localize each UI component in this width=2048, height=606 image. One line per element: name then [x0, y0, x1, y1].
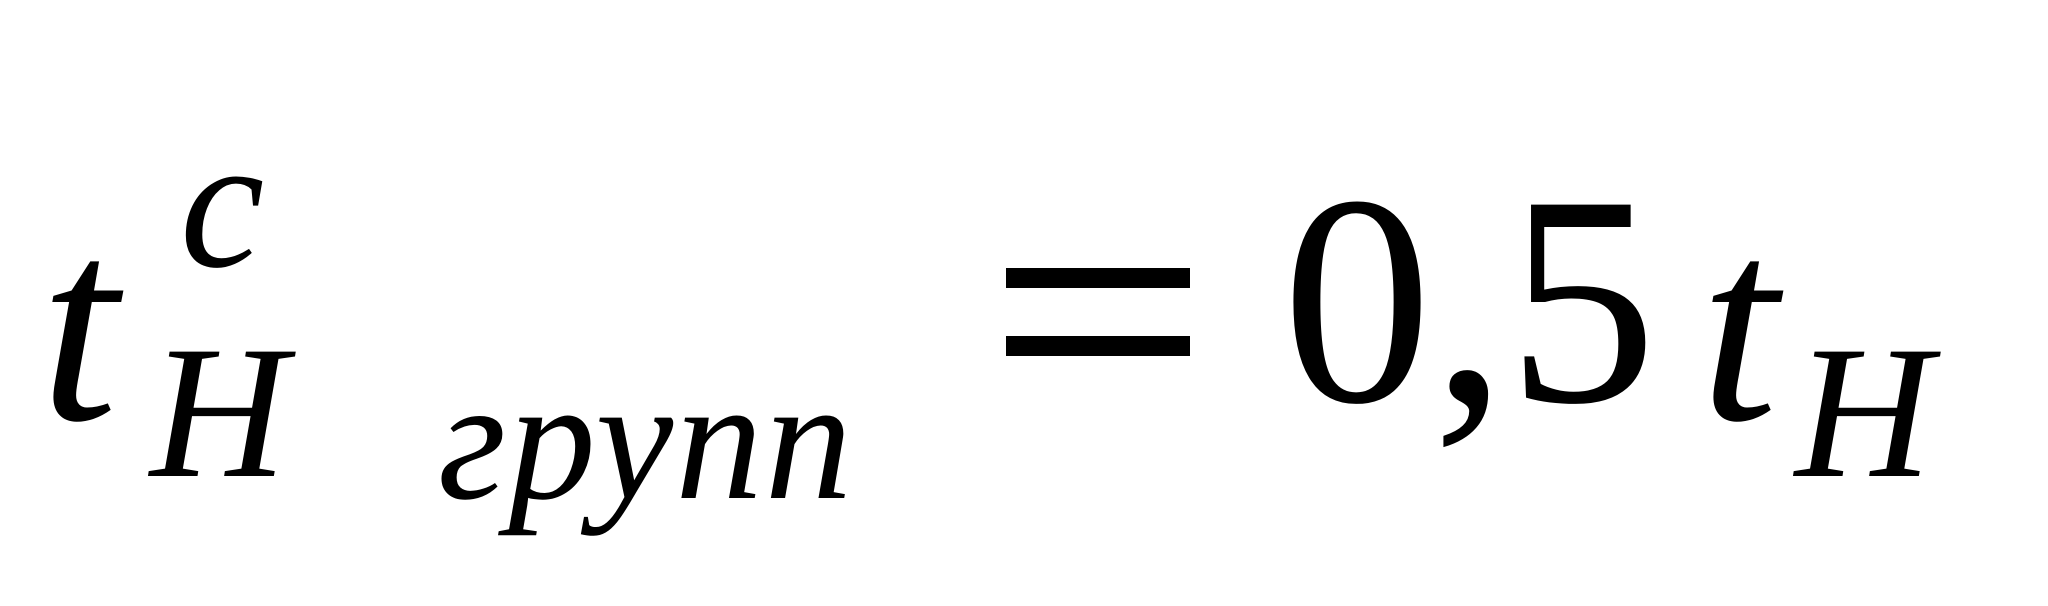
equals-sign-bottom-bar [1006, 336, 1190, 356]
lhs-subscript-word: групп [438, 342, 855, 536]
equals-sign-top-bar [1006, 268, 1190, 288]
rhs-symbol-t: t [1700, 169, 1778, 480]
rhs-coefficient: 0,5 [1282, 134, 1657, 466]
rhs-subscript-letter: Н [1795, 308, 1933, 518]
lhs-symbol-t: t [40, 169, 118, 480]
lhs-subscript-letter: Н [150, 308, 288, 518]
lhs-superscript-c: c [180, 98, 265, 308]
